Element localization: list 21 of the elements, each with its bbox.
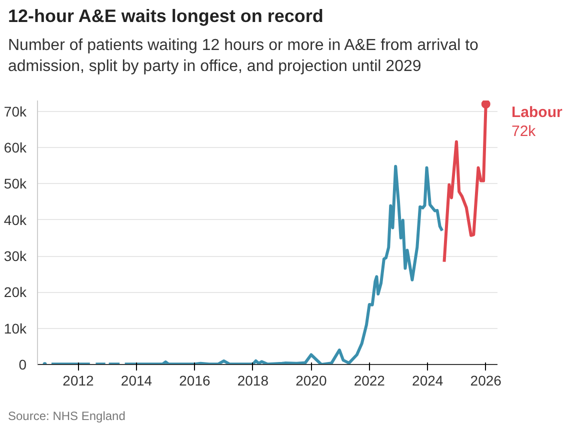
annotation: 72k (512, 123, 536, 140)
series-label: Labour (512, 104, 562, 122)
y-tick-label: 50k (4, 176, 28, 192)
x-tick-label: 2022 (354, 372, 386, 388)
source-note: Source: NHS England (8, 409, 126, 423)
x-tick-label: 2016 (179, 372, 210, 388)
chart-title: 12-hour A&E waits longest on record (8, 6, 324, 27)
x-tick-label: 2024 (412, 372, 444, 388)
y-tick-label: 60k (4, 140, 28, 156)
x-tick-label: 2012 (62, 372, 94, 388)
y-tick-label: 0 (18, 356, 27, 372)
y-tick-label: 70k (4, 103, 28, 120)
y-tick-label: 10k (4, 320, 28, 336)
chart-subtitle: Number of patients waiting 12 hours or more in A&E from arrival to admission, split by party in office, and projection until 2029 (8, 36, 480, 77)
x-tick-label: 2014 (120, 372, 152, 388)
y-tick-label: 30k (4, 248, 28, 264)
x-tick-label: 2020 (296, 372, 327, 388)
x-tick-label: 2026 (470, 372, 502, 388)
y-tick-label: 20k (4, 284, 28, 300)
x-tick-label: 2018 (237, 372, 269, 388)
y-tick-label: 40k (4, 212, 28, 228)
